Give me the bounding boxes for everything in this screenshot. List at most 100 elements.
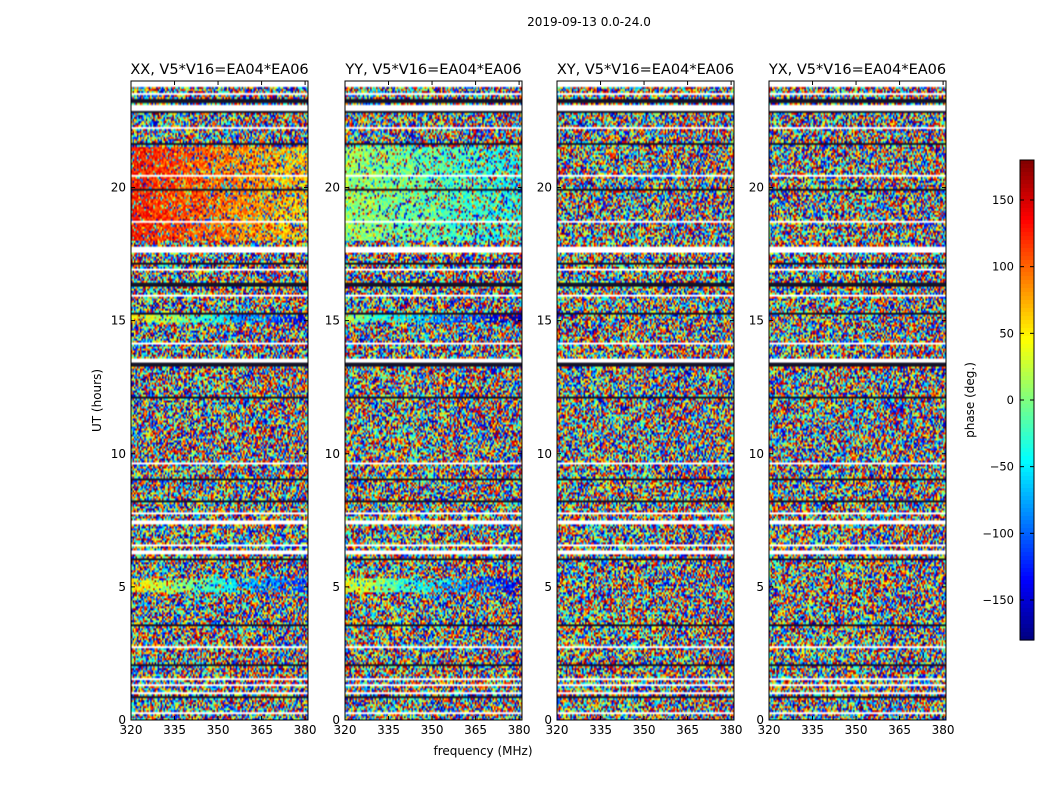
y-tick-label: 15 xyxy=(537,314,552,328)
colorbar-segment xyxy=(1020,500,1034,505)
colorbar-segment xyxy=(1020,308,1034,313)
colorbar-segment xyxy=(1020,480,1034,485)
x-axis-label: frequency (MHz) xyxy=(433,744,532,758)
y-tick-label: 0 xyxy=(544,713,552,727)
colorbar-segment xyxy=(1020,204,1034,209)
colorbar-segment xyxy=(1020,572,1034,577)
colorbar-segment xyxy=(1020,452,1034,457)
colorbar-segment xyxy=(1020,632,1034,637)
x-tick-label: 380 xyxy=(720,723,743,737)
x-tick-label: 350 xyxy=(845,723,868,737)
colorbar-tick-label: 0 xyxy=(1007,393,1014,407)
colorbar: 150 100 50 0 −50 −100 −150 phase (deg.) xyxy=(963,159,1035,641)
panel-title: XY, V5*V16=EA04*EA06 xyxy=(557,62,734,78)
colorbar-segment xyxy=(1020,580,1034,585)
colorbar-segment xyxy=(1020,628,1034,633)
plot-frame xyxy=(768,80,947,721)
colorbar-label: phase (deg.) xyxy=(963,362,977,438)
colorbar-segment xyxy=(1020,564,1034,569)
y-tick-label: 15 xyxy=(749,314,764,328)
colorbar-segment xyxy=(1020,292,1034,297)
colorbar-segment xyxy=(1020,188,1034,193)
colorbar-segment xyxy=(1020,336,1034,341)
y-tick-label: 10 xyxy=(749,447,764,461)
colorbar-tick-label: −50 xyxy=(990,460,1014,474)
panel-3: XY, V5*V16=EA04*EA06 320 335 350 365 380 0 5 10 1… xyxy=(537,62,743,737)
x-tick-label: 320 xyxy=(546,723,569,737)
colorbar-segment xyxy=(1020,516,1034,521)
colorbar-segment xyxy=(1020,344,1034,349)
y-tick-label: 10 xyxy=(537,447,552,461)
x-tick-label: 320 xyxy=(758,723,781,737)
y-tick-label: 5 xyxy=(118,580,126,594)
colorbar-segment xyxy=(1020,272,1034,277)
colorbar-segment xyxy=(1020,232,1034,237)
x-tick-label: 380 xyxy=(294,723,317,737)
colorbar-segment xyxy=(1020,404,1034,409)
colorbar-segment xyxy=(1020,532,1034,537)
colorbar-segment xyxy=(1020,164,1034,169)
colorbar-segment xyxy=(1020,396,1034,401)
colorbar-segment xyxy=(1020,192,1034,197)
colorbar-segment xyxy=(1020,248,1034,253)
x-tick-label: 335 xyxy=(801,723,824,737)
colorbar-segment xyxy=(1020,420,1034,425)
colorbar-segment xyxy=(1020,352,1034,357)
colorbar-segment xyxy=(1020,176,1034,181)
colorbar-segment xyxy=(1020,484,1034,489)
colorbar-tick-label: 50 xyxy=(999,326,1014,340)
x-tick-label: 365 xyxy=(676,723,699,737)
colorbar-segment xyxy=(1020,496,1034,501)
colorbar-segment xyxy=(1020,560,1034,565)
colorbar-segment xyxy=(1020,356,1034,361)
colorbar-segment xyxy=(1020,624,1034,629)
colorbar-segment xyxy=(1020,584,1034,589)
colorbar-segment xyxy=(1020,380,1034,385)
colorbar-segment xyxy=(1020,328,1034,333)
colorbar-segment xyxy=(1020,408,1034,413)
colorbar-segment xyxy=(1020,612,1034,617)
colorbar-segment xyxy=(1020,384,1034,389)
colorbar-segment xyxy=(1020,568,1034,573)
colorbar-segment xyxy=(1020,224,1034,229)
colorbar-segment xyxy=(1020,556,1034,561)
colorbar-segment xyxy=(1020,324,1034,329)
colorbar-segment xyxy=(1020,264,1034,269)
x-tick-label: 380 xyxy=(508,723,531,737)
panels: XX, V5*V16=EA04*EA06 320 335 350 365 380 0 5 10 1… xyxy=(90,62,955,758)
colorbar-segment xyxy=(1020,184,1034,189)
plot-frame xyxy=(556,80,735,721)
y-tick-label: 5 xyxy=(756,580,764,594)
y-tick-label: 0 xyxy=(756,713,764,727)
colorbar-segment xyxy=(1020,316,1034,321)
colorbar-segment xyxy=(1020,268,1034,273)
colorbar-segment xyxy=(1020,432,1034,437)
colorbar-segment xyxy=(1020,472,1034,477)
colorbar-segment xyxy=(1020,460,1034,465)
colorbar-segment xyxy=(1020,428,1034,433)
colorbar-segment xyxy=(1020,436,1034,441)
x-tick-label: 350 xyxy=(633,723,656,737)
colorbar-segment xyxy=(1020,576,1034,581)
colorbar-segment xyxy=(1020,544,1034,549)
colorbar-segment xyxy=(1020,608,1034,613)
y-tick-label: 15 xyxy=(111,314,126,328)
y-tick-label: 15 xyxy=(325,314,340,328)
y-axis-label: UT (hours) xyxy=(90,369,104,432)
colorbar-segment xyxy=(1020,172,1034,177)
colorbar-segment xyxy=(1020,412,1034,417)
colorbar-segment xyxy=(1020,504,1034,509)
x-tick-label: 350 xyxy=(207,723,230,737)
colorbar-segment xyxy=(1020,476,1034,481)
colorbar-tick-label: −150 xyxy=(982,593,1014,607)
panel-1: XX, V5*V16=EA04*EA06 320 335 350 365 380 0 5 10 1… xyxy=(90,62,317,737)
y-tick-label: 20 xyxy=(537,181,552,195)
colorbar-segment xyxy=(1020,636,1034,641)
panel-title: YX, V5*V16=EA04*EA06 xyxy=(768,62,946,78)
colorbar-segment xyxy=(1020,468,1034,473)
heatmap-image xyxy=(131,81,308,720)
colorbar-segment xyxy=(1020,200,1034,205)
plot-frame xyxy=(130,80,309,721)
y-tick-label: 20 xyxy=(749,181,764,195)
